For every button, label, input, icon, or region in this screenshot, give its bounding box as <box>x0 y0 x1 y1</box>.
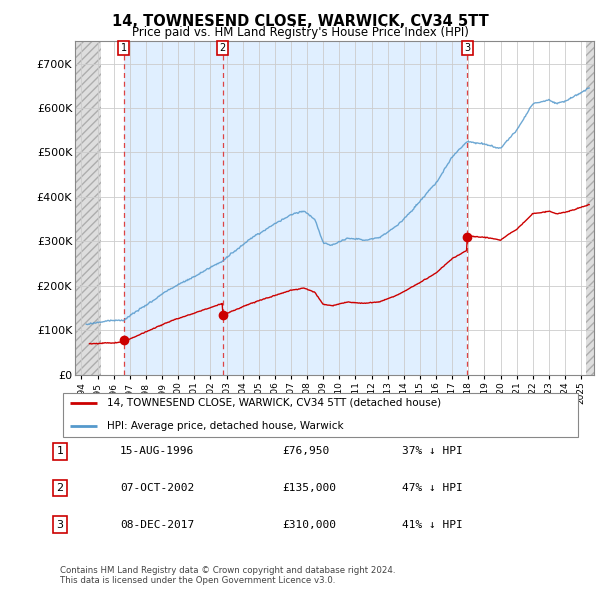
Text: 07-OCT-2002: 07-OCT-2002 <box>120 483 194 493</box>
Text: 3: 3 <box>56 520 64 529</box>
Text: 2: 2 <box>220 43 226 53</box>
Text: 3: 3 <box>464 43 470 53</box>
Text: £310,000: £310,000 <box>282 520 336 529</box>
Text: Price paid vs. HM Land Registry's House Price Index (HPI): Price paid vs. HM Land Registry's House … <box>131 26 469 39</box>
Text: £76,950: £76,950 <box>282 447 329 456</box>
Text: 47% ↓ HPI: 47% ↓ HPI <box>402 483 463 493</box>
Text: 41% ↓ HPI: 41% ↓ HPI <box>402 520 463 529</box>
Bar <box>124 41 223 375</box>
Text: 08-DEC-2017: 08-DEC-2017 <box>120 520 194 529</box>
Bar <box>223 41 467 375</box>
Text: Contains HM Land Registry data © Crown copyright and database right 2024.
This d: Contains HM Land Registry data © Crown c… <box>60 566 395 585</box>
FancyBboxPatch shape <box>62 393 578 437</box>
Bar <box>586 41 594 375</box>
Text: £135,000: £135,000 <box>282 483 336 493</box>
Text: 1: 1 <box>121 43 127 53</box>
Text: HPI: Average price, detached house, Warwick: HPI: Average price, detached house, Warw… <box>107 421 344 431</box>
Text: 37% ↓ HPI: 37% ↓ HPI <box>402 447 463 456</box>
Text: 15-AUG-1996: 15-AUG-1996 <box>120 447 194 456</box>
Text: 2: 2 <box>56 483 64 493</box>
Text: 1: 1 <box>56 447 64 456</box>
Text: 14, TOWNESEND CLOSE, WARWICK, CV34 5TT: 14, TOWNESEND CLOSE, WARWICK, CV34 5TT <box>112 14 488 29</box>
Bar <box>75 41 101 375</box>
Text: 14, TOWNESEND CLOSE, WARWICK, CV34 5TT (detached house): 14, TOWNESEND CLOSE, WARWICK, CV34 5TT (… <box>107 398 441 408</box>
